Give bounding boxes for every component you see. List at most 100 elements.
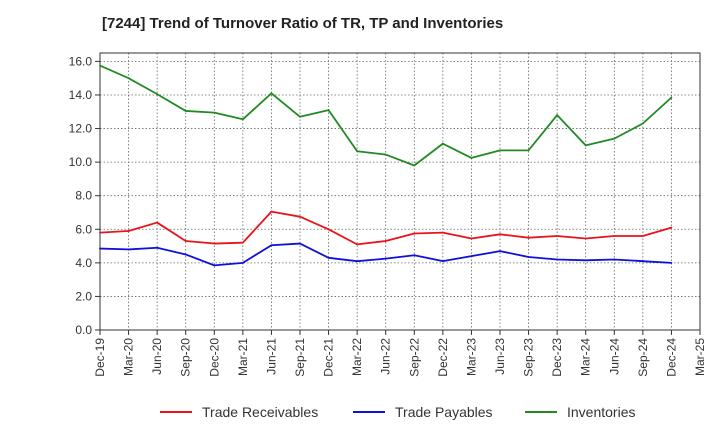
x-tick-label: Mar-20: [122, 338, 136, 376]
legend-swatch-trade-receivables: [160, 411, 192, 413]
x-tick-label: Dec-19: [93, 338, 107, 377]
data-point-trade-receivables: [241, 241, 244, 244]
data-point-trade-payables: [441, 260, 444, 263]
y-tick-label: 2.0: [75, 289, 92, 303]
x-tick-label: Mar-25: [693, 338, 707, 376]
data-point-inventories: [413, 164, 416, 167]
data-point-trade-payables: [327, 256, 330, 259]
data-point-trade-receivables: [184, 240, 187, 242]
legend: Trade Receivables Trade Payables Invento…: [0, 404, 720, 426]
legend-item-inventories: Inventories: [525, 404, 635, 420]
data-point-trade-receivables: [127, 230, 130, 232]
x-tick-label: Jun-24: [607, 338, 621, 375]
legend-label-trade-payables: Trade Payables: [395, 404, 493, 420]
legend-item-trade-payables: Trade Payables: [353, 404, 493, 420]
data-point-trade-receivables: [413, 232, 416, 235]
data-point-inventories: [356, 150, 359, 153]
data-point-inventories: [99, 64, 101, 67]
data-point-trade-receivables: [99, 231, 101, 234]
x-tick-label: Sep-23: [522, 338, 536, 377]
y-tick-label: 6.0: [75, 222, 92, 236]
x-tick-label: Mar-22: [350, 338, 364, 376]
data-point-trade-payables: [184, 253, 187, 256]
data-point-trade-payables: [413, 254, 416, 257]
data-point-inventories: [270, 92, 273, 95]
data-point-trade-payables: [556, 258, 559, 261]
x-tick-label: Mar-21: [236, 338, 250, 376]
x-tick-label: Jun-21: [264, 338, 278, 375]
data-point-trade-receivables: [299, 215, 301, 218]
legend-swatch-inventories: [525, 411, 557, 413]
data-point-inventories: [527, 149, 530, 152]
y-tick-label: 10.0: [69, 155, 93, 169]
x-tick-label: Sep-24: [636, 338, 650, 377]
data-point-trade-payables: [213, 264, 216, 267]
data-point-inventories: [327, 109, 330, 111]
x-tick-label: Jun-20: [150, 338, 164, 375]
data-point-trade-payables: [470, 255, 473, 258]
data-point-trade-receivables: [499, 233, 501, 236]
data-point-trade-receivables: [556, 235, 559, 237]
x-tick-label: Mar-24: [579, 338, 593, 376]
data-point-trade-receivables: [441, 231, 444, 234]
plot-area: [100, 53, 700, 330]
data-point-trade-payables: [613, 258, 616, 261]
y-tick-label: 0.0: [75, 323, 92, 337]
y-tick-label: 16.0: [69, 54, 93, 68]
x-tick-label: Jun-23: [493, 338, 507, 375]
data-point-trade-payables: [99, 247, 101, 250]
data-point-trade-receivables: [213, 242, 216, 245]
data-point-inventories: [613, 137, 616, 140]
data-point-inventories: [470, 157, 473, 159]
data-point-trade-payables: [241, 261, 244, 264]
y-tick-label: 12.0: [69, 122, 93, 136]
x-tick-label: Dec-22: [436, 338, 450, 377]
data-point-inventories: [499, 149, 501, 152]
y-tick-label: 4.0: [75, 256, 92, 270]
data-point-trade-payables: [641, 260, 644, 263]
data-point-trade-receivables: [670, 226, 673, 229]
y-tick-label: 14.0: [69, 88, 93, 102]
data-point-trade-payables: [356, 260, 359, 263]
x-tick-label: Jun-22: [379, 338, 393, 375]
data-point-trade-receivables: [584, 237, 587, 240]
data-point-trade-payables: [156, 246, 159, 249]
x-tick-label: Sep-21: [293, 338, 307, 377]
legend-swatch-trade-payables: [353, 411, 385, 413]
legend-label-trade-receivables: Trade Receivables: [202, 404, 319, 420]
x-tick-label: Sep-22: [407, 338, 421, 377]
data-point-trade-receivables: [384, 240, 387, 242]
y-tick-label: 8.0: [75, 189, 92, 203]
x-tick-label: Sep-20: [179, 338, 193, 377]
data-point-inventories: [441, 142, 444, 145]
data-point-trade-payables: [270, 244, 273, 247]
plot-frame: [99, 52, 701, 331]
data-point-trade-payables: [584, 259, 587, 262]
data-point-inventories: [127, 77, 130, 80]
chart-title: [7244] Trend of Turnover Ratio of TR, TP…: [102, 15, 504, 32]
data-point-trade-receivables: [327, 228, 330, 231]
legend-item-trade-receivables: Trade Receivables: [160, 404, 318, 420]
data-point-trade-receivables: [613, 235, 616, 237]
x-tick-label: Dec-23: [550, 338, 564, 377]
data-point-inventories: [556, 114, 559, 117]
x-tick-label: Dec-21: [322, 338, 336, 377]
x-tick-label: Dec-24: [664, 338, 678, 377]
data-point-inventories: [641, 122, 644, 125]
data-point-trade-payables: [499, 250, 501, 252]
data-point-inventories: [156, 93, 159, 96]
x-tick-label: Dec-20: [207, 338, 221, 377]
data-point-inventories: [299, 115, 301, 118]
data-point-trade-payables: [384, 257, 387, 260]
data-point-trade-receivables: [356, 243, 359, 246]
x-tick-label: Mar-23: [464, 338, 478, 376]
data-point-trade-payables: [670, 261, 673, 264]
legend-label-inventories: Inventories: [567, 404, 636, 420]
data-point-trade-payables: [299, 242, 301, 245]
data-point-trade-payables: [127, 248, 130, 251]
data-point-trade-receivables: [156, 221, 159, 224]
data-point-trade-receivables: [470, 237, 473, 240]
data-point-inventories: [213, 111, 216, 114]
